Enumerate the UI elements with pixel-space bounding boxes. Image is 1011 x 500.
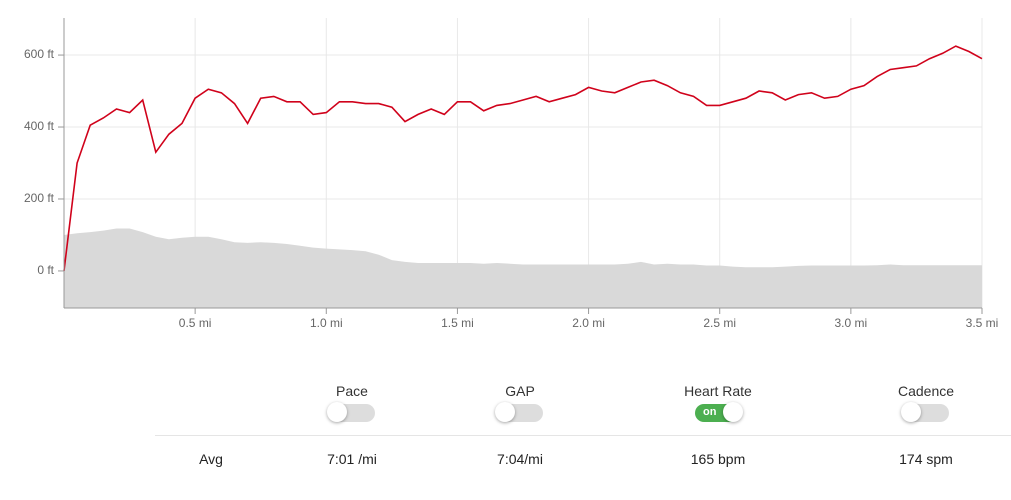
- chart: 0 ft 200 ft 400 ft 600 ft 0.5 mi 1.0 mi 1.5 mi…: [24, 18, 999, 330]
- toggle-label: Heart Rate: [684, 383, 752, 399]
- x-tick-label: 3.0 mi: [835, 316, 868, 330]
- toggle-label: GAP: [505, 383, 535, 399]
- stat-value: 7:01 /mi: [327, 451, 377, 467]
- toggle-switch[interactable]: on: [695, 402, 743, 422]
- toggle-label: Cadence: [897, 383, 955, 399]
- x-tick-label: 2.5 mi: [703, 316, 736, 330]
- toggle-switch[interactable]: [901, 402, 949, 422]
- heart-rate-line: [63, 45, 983, 271]
- toggle-knob: [495, 402, 515, 422]
- x-tick-label: 0.5 mi: [179, 316, 212, 330]
- y-tick-label: 600 ft: [24, 47, 55, 61]
- toggle-knob: [327, 402, 347, 422]
- y-tick-label: 0 ft: [37, 263, 54, 277]
- y-tick-label: 400 ft: [24, 119, 55, 133]
- x-tick-label: 1.0 mi: [310, 316, 343, 330]
- toggle-switch[interactable]: [327, 402, 375, 422]
- toggle-knob: [723, 402, 743, 422]
- separator: [155, 435, 1011, 436]
- toggle-label: Pace: [336, 383, 368, 399]
- elevation-area: [64, 228, 982, 308]
- stat-value: 7:04/mi: [497, 451, 543, 467]
- x-tick-label: 1.5 mi: [441, 316, 474, 330]
- stat-label: Avg: [199, 451, 223, 467]
- toggle-switch[interactable]: [495, 402, 543, 422]
- x-tick-label: 3.5 mi: [966, 316, 999, 330]
- toggle-knob: [901, 402, 921, 422]
- stat-value: 165 bpm: [690, 451, 746, 467]
- y-tick-label: 200 ft: [24, 191, 55, 205]
- toggle-state: on: [703, 406, 717, 418]
- x-tick-label: 2.0 mi: [572, 316, 605, 330]
- stat-value: 174 spm: [899, 451, 953, 467]
